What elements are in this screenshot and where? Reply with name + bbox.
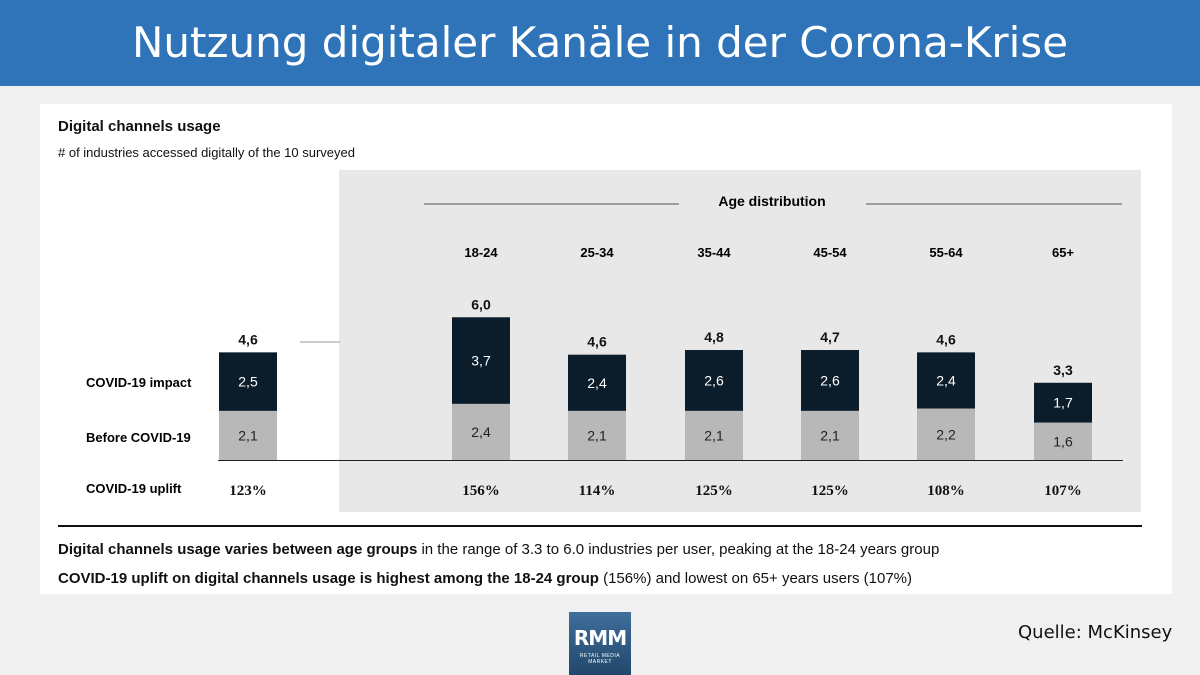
label-total-4: 4,7	[820, 329, 840, 345]
logo-main-text: RMM	[573, 626, 627, 650]
summary-line-1: Digital channels usage varies between ag…	[58, 541, 1168, 558]
category-label-25-34: 25-34	[580, 245, 614, 260]
bar-impact-3	[685, 350, 743, 411]
chart-subtitle: # of industries accessed digitally of th…	[58, 145, 356, 160]
label-uplift-3: 125%	[695, 483, 733, 499]
bar-impact-0	[219, 352, 277, 411]
label-total-1: 6,0	[471, 296, 491, 312]
logo-sub-text: RETAIL MEDIA MARKET	[579, 653, 621, 665]
label-impact-3: 2,6	[704, 372, 724, 388]
bar-before-0	[219, 410, 277, 460]
label-impact-2: 2,4	[587, 375, 607, 391]
category-label-65+: 65+	[1052, 245, 1074, 260]
summary-line-1-rest: in the range of 3.3 to 6.0 industries pe…	[417, 541, 940, 558]
label-impact-1: 3,7	[471, 353, 491, 369]
label-total-0: 4,6	[238, 331, 258, 347]
label-total-6: 3,3	[1053, 362, 1073, 378]
summary-line-1-bold: Digital channels usage varies between ag…	[58, 541, 418, 558]
bar-impact-4	[801, 350, 859, 411]
label-before-3: 2,1	[704, 427, 724, 443]
label-impact-4: 2,6	[820, 372, 840, 388]
row-label-uplift: COVID-19 uplift	[86, 481, 182, 496]
label-before-6: 1,6	[1053, 433, 1073, 449]
age-distribution-label: Age distribution	[718, 193, 825, 209]
label-uplift-0: 123%	[229, 483, 267, 499]
label-before-4: 2,1	[820, 427, 840, 443]
label-before-0: 2,1	[238, 427, 258, 443]
category-label-55-64: 55-64	[929, 245, 963, 260]
bar-impact-5	[917, 352, 975, 409]
bar-before-6	[1034, 422, 1092, 460]
label-uplift-5: 108%	[927, 483, 965, 499]
label-uplift-4: 125%	[811, 483, 849, 499]
category-label-35-44: 35-44	[697, 245, 731, 260]
bar-before-3	[685, 410, 743, 460]
label-before-2: 2,1	[587, 427, 607, 443]
label-impact-5: 2,4	[936, 372, 956, 388]
label-before-5: 2,2	[936, 426, 956, 442]
chart-title: Digital channels usage	[58, 118, 221, 135]
category-label-18-24: 18-24	[464, 245, 498, 260]
rmm-logo: RMM RETAIL MEDIA MARKET	[569, 612, 631, 675]
bar-impact-6	[1034, 382, 1092, 423]
label-uplift-1: 156%	[462, 483, 500, 499]
label-total-2: 4,6	[587, 334, 607, 350]
bar-impact-2	[568, 354, 626, 411]
label-before-1: 2,4	[471, 424, 491, 440]
row-label-before: Before COVID-19	[86, 430, 191, 445]
bar-before-1	[452, 403, 510, 460]
label-impact-0: 2,5	[238, 374, 258, 390]
label-total-3: 4,8	[704, 329, 724, 345]
summary-line-2-bold: COVID-19 uplift on digital channels usag…	[58, 570, 599, 587]
label-total-5: 4,6	[936, 331, 956, 347]
summary-line-2: COVID-19 uplift on digital channels usag…	[58, 570, 1168, 587]
summary-line-2-rest: (156%) and lowest on 65+ years users (10…	[598, 570, 913, 587]
label-uplift-6: 107%	[1044, 483, 1082, 499]
row-label-impact: COVID-19 impact	[86, 375, 192, 390]
bar-impact-1	[452, 317, 510, 404]
label-uplift-2: 114%	[579, 483, 616, 499]
source-note: Quelle: McKinsey	[1018, 622, 1173, 643]
label-impact-6: 1,7	[1053, 395, 1073, 411]
bar-before-2	[568, 410, 626, 460]
bar-before-4	[801, 410, 859, 460]
bar-before-5	[917, 408, 975, 460]
page-header: Nutzung digitaler Kanäle in der Corona-K…	[0, 0, 1200, 86]
category-label-45-54: 45-54	[813, 245, 847, 260]
